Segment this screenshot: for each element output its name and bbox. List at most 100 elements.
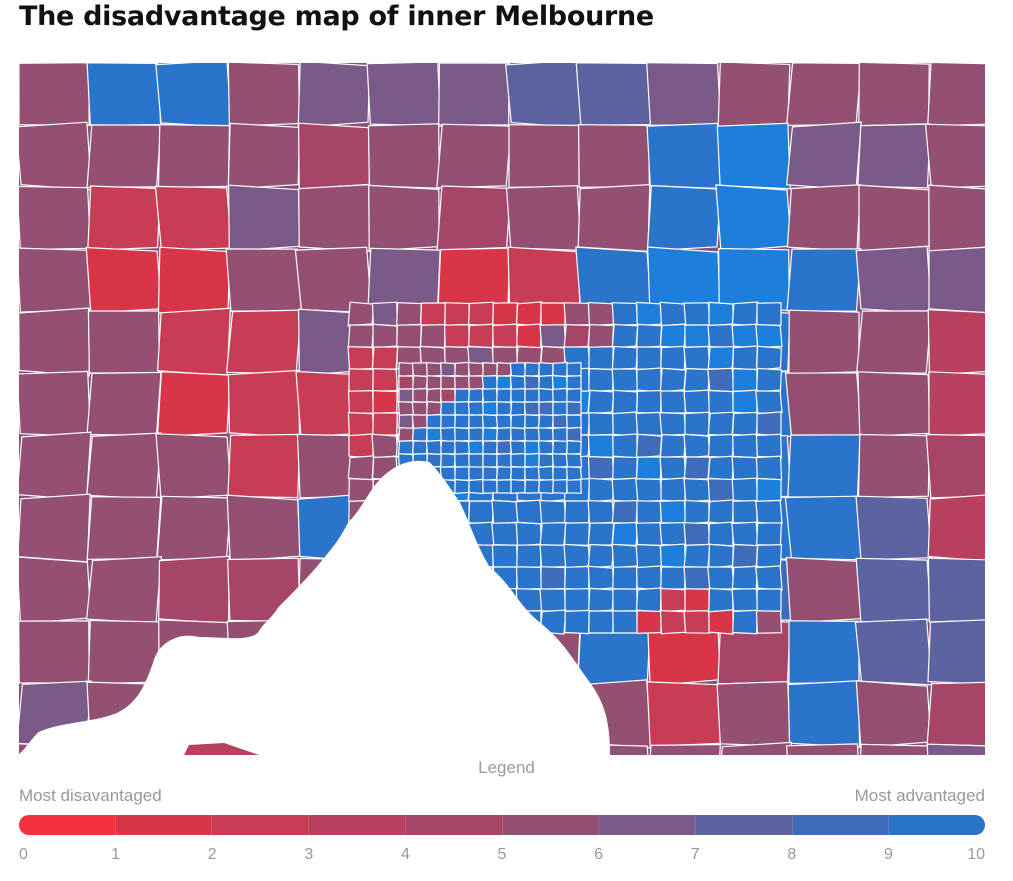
legend-swatch xyxy=(502,815,600,835)
legend-tick-label: 7 xyxy=(690,846,700,863)
suburb-region xyxy=(347,324,375,348)
legend-tick-label: 3 xyxy=(304,846,314,863)
suburb-region xyxy=(444,302,470,327)
suburb-region xyxy=(660,587,686,613)
suburb-region xyxy=(87,310,161,374)
legend-tick-label: 1 xyxy=(111,846,121,863)
suburb-region xyxy=(538,478,554,495)
suburb-region xyxy=(19,247,92,313)
suburb-region xyxy=(412,387,428,404)
suburb-region xyxy=(659,367,687,393)
suburb-region xyxy=(588,610,614,634)
suburb-region xyxy=(538,361,554,378)
suburb-region xyxy=(587,389,615,415)
suburb-region xyxy=(587,522,615,546)
suburb-region xyxy=(426,375,442,391)
suburb-region xyxy=(540,566,566,591)
suburb-region xyxy=(716,680,792,748)
suburb-region xyxy=(927,557,985,623)
suburb-region xyxy=(510,479,526,495)
suburb-region xyxy=(786,121,862,191)
suburb-region xyxy=(86,124,162,188)
suburb-region xyxy=(635,565,662,591)
suburb-region xyxy=(731,433,758,459)
suburb-region xyxy=(564,565,590,591)
suburb-region xyxy=(552,413,568,430)
suburb-region xyxy=(482,465,498,482)
suburb-region xyxy=(646,184,722,252)
suburb-region xyxy=(707,323,735,349)
suburb-region xyxy=(731,565,759,591)
suburb-region xyxy=(731,455,759,481)
suburb-region xyxy=(398,388,414,403)
suburb-region xyxy=(785,743,862,755)
suburb-region xyxy=(482,361,498,378)
suburb-region xyxy=(785,63,863,126)
suburb-region xyxy=(707,411,735,437)
suburb-region xyxy=(564,500,590,524)
suburb-region xyxy=(426,400,442,417)
suburb-region xyxy=(787,434,861,498)
suburb-region xyxy=(86,371,162,437)
suburb-region xyxy=(716,122,792,190)
suburb-region xyxy=(659,390,686,414)
suburb-region xyxy=(683,302,711,326)
suburb-region xyxy=(19,493,91,563)
suburb-region xyxy=(523,401,541,416)
legend-swatch xyxy=(405,815,503,835)
suburb-region xyxy=(785,556,862,624)
suburb-region xyxy=(524,387,540,404)
suburb-region xyxy=(563,302,591,326)
suburb-region xyxy=(468,427,484,442)
suburb-region xyxy=(496,400,512,417)
suburb-region xyxy=(411,401,429,416)
suburb-region xyxy=(371,301,399,327)
suburb-region xyxy=(611,302,639,327)
suburb-region xyxy=(539,522,567,546)
suburb-region xyxy=(227,184,301,252)
suburb-region xyxy=(454,361,470,378)
suburb-region xyxy=(731,587,759,613)
suburb-region xyxy=(731,521,759,547)
suburb-region xyxy=(683,477,711,503)
suburb-region xyxy=(158,555,230,625)
suburb-region xyxy=(440,440,456,455)
legend-tick-label: 0 xyxy=(19,846,28,863)
suburb-region xyxy=(756,302,782,326)
suburb-region xyxy=(509,362,527,377)
suburb-region xyxy=(454,426,470,443)
suburb-region xyxy=(411,374,429,391)
suburb-region xyxy=(611,368,639,392)
suburb-region xyxy=(566,374,582,391)
suburb-region xyxy=(496,439,512,456)
suburb-region xyxy=(523,427,541,442)
suburb-region xyxy=(716,741,792,755)
suburb-region xyxy=(439,362,456,378)
suburb-region xyxy=(87,185,161,251)
suburb-region xyxy=(588,367,614,393)
suburb-region xyxy=(588,411,614,437)
suburb-region xyxy=(419,323,447,349)
suburb-region xyxy=(467,301,495,327)
suburb-region xyxy=(731,477,759,503)
suburb-region xyxy=(646,681,722,748)
suburb-region xyxy=(482,401,498,416)
suburb-region xyxy=(577,183,651,253)
suburb-region xyxy=(566,439,582,456)
choropleth-map[interactable] xyxy=(19,63,985,755)
legend-swatch xyxy=(599,815,696,835)
suburb-region xyxy=(538,387,554,404)
suburb-region xyxy=(372,390,398,415)
suburb-region xyxy=(467,362,485,378)
suburb-region xyxy=(684,324,710,348)
suburb-region xyxy=(411,426,429,443)
suburb-region xyxy=(659,323,687,349)
suburb-region xyxy=(611,499,639,525)
map-canvas[interactable] xyxy=(19,63,985,755)
suburb-region xyxy=(588,346,614,370)
suburb-region xyxy=(157,246,231,314)
suburb-region xyxy=(297,63,371,128)
suburb-region xyxy=(708,521,734,547)
suburb-region xyxy=(524,413,540,430)
suburb-region xyxy=(396,323,422,349)
